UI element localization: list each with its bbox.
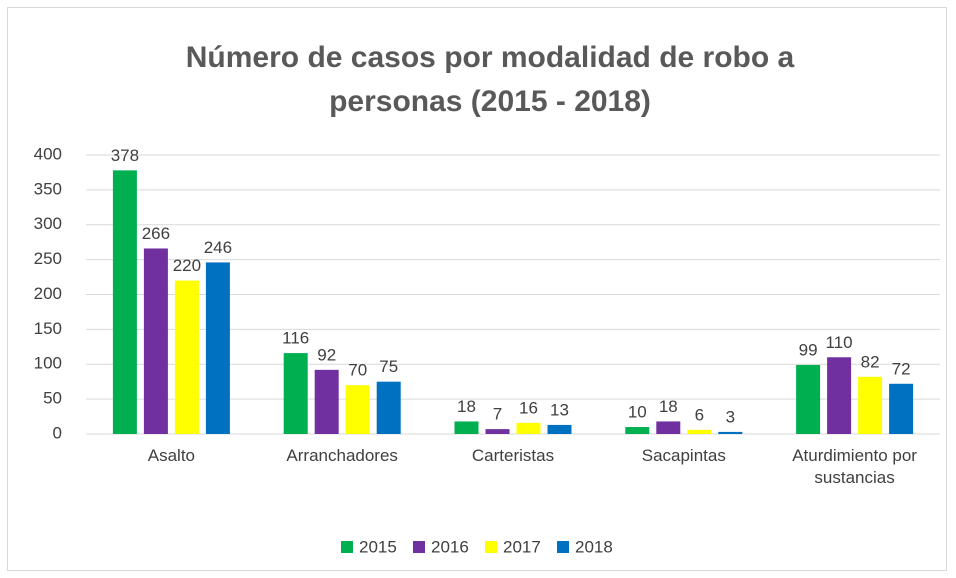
- chart-border: [7, 7, 947, 571]
- bar: [174, 280, 199, 434]
- bar: [283, 353, 308, 434]
- data-label: 75: [379, 357, 398, 376]
- data-label: 110: [826, 333, 853, 352]
- data-label: 10: [628, 403, 647, 422]
- data-label: 246: [204, 238, 232, 257]
- x-tick-label: Sacapintas: [641, 446, 726, 465]
- x-tick-label: Carteristas: [471, 446, 555, 465]
- y-tick-label: 150: [34, 319, 62, 338]
- x-tick-label: Arranchadores: [286, 446, 398, 465]
- bar: [547, 424, 572, 434]
- data-label: 220: [173, 256, 201, 275]
- x-tick-label: Asalto: [147, 446, 196, 465]
- x-tick-label: Aturdimiento por sustancias: [792, 446, 917, 487]
- legend-label: 2018: [575, 537, 613, 556]
- y-tick-label: 350: [34, 179, 62, 198]
- legend-label: 2015: [359, 537, 397, 556]
- bar: [143, 248, 168, 434]
- legend-label: 2016: [431, 537, 469, 556]
- bar: [889, 383, 914, 434]
- data-label: 99: [799, 340, 818, 359]
- y-tick-label: 400: [34, 144, 62, 163]
- bar: [718, 431, 743, 434]
- data-label: 7: [493, 405, 502, 424]
- data-label: 13: [550, 400, 569, 419]
- bar: [485, 429, 510, 434]
- y-tick-label: 250: [34, 249, 62, 268]
- y-tick-label: 0: [53, 423, 62, 442]
- data-label: 82: [861, 352, 880, 371]
- data-label: 18: [659, 397, 678, 416]
- bar: [205, 262, 230, 434]
- data-label: 70: [348, 361, 367, 380]
- bar: [687, 429, 712, 434]
- bar: [827, 357, 852, 434]
- y-tick-label: 300: [34, 214, 62, 233]
- bar: [314, 369, 339, 434]
- bar: [858, 376, 883, 434]
- legend-swatch: [413, 541, 425, 553]
- y-tick-label: 50: [43, 389, 62, 408]
- data-label: 378: [111, 146, 139, 165]
- data-label: 16: [519, 398, 538, 417]
- legend-swatch: [485, 541, 497, 553]
- data-label: 116: [282, 329, 309, 348]
- y-tick-label: 100: [34, 354, 62, 373]
- data-label: 6: [695, 405, 704, 424]
- data-label: 3: [726, 407, 735, 426]
- y-tick-label: 200: [34, 284, 62, 303]
- data-label: 266: [142, 224, 170, 243]
- bar: [345, 385, 370, 434]
- data-label: 72: [892, 359, 911, 378]
- legend-swatch: [341, 541, 353, 553]
- bar: [112, 170, 137, 434]
- bar: [376, 381, 401, 434]
- bar: [796, 364, 821, 434]
- legend-swatch: [557, 541, 569, 553]
- chart-title: Número de casos por modalidad de robo a …: [185, 41, 795, 118]
- bar: [656, 421, 681, 434]
- bar: [516, 422, 541, 434]
- data-label: 18: [457, 397, 476, 416]
- bar: [625, 427, 650, 434]
- data-label: 92: [317, 345, 336, 364]
- legend-label: 2017: [503, 537, 541, 556]
- bar: [454, 421, 479, 434]
